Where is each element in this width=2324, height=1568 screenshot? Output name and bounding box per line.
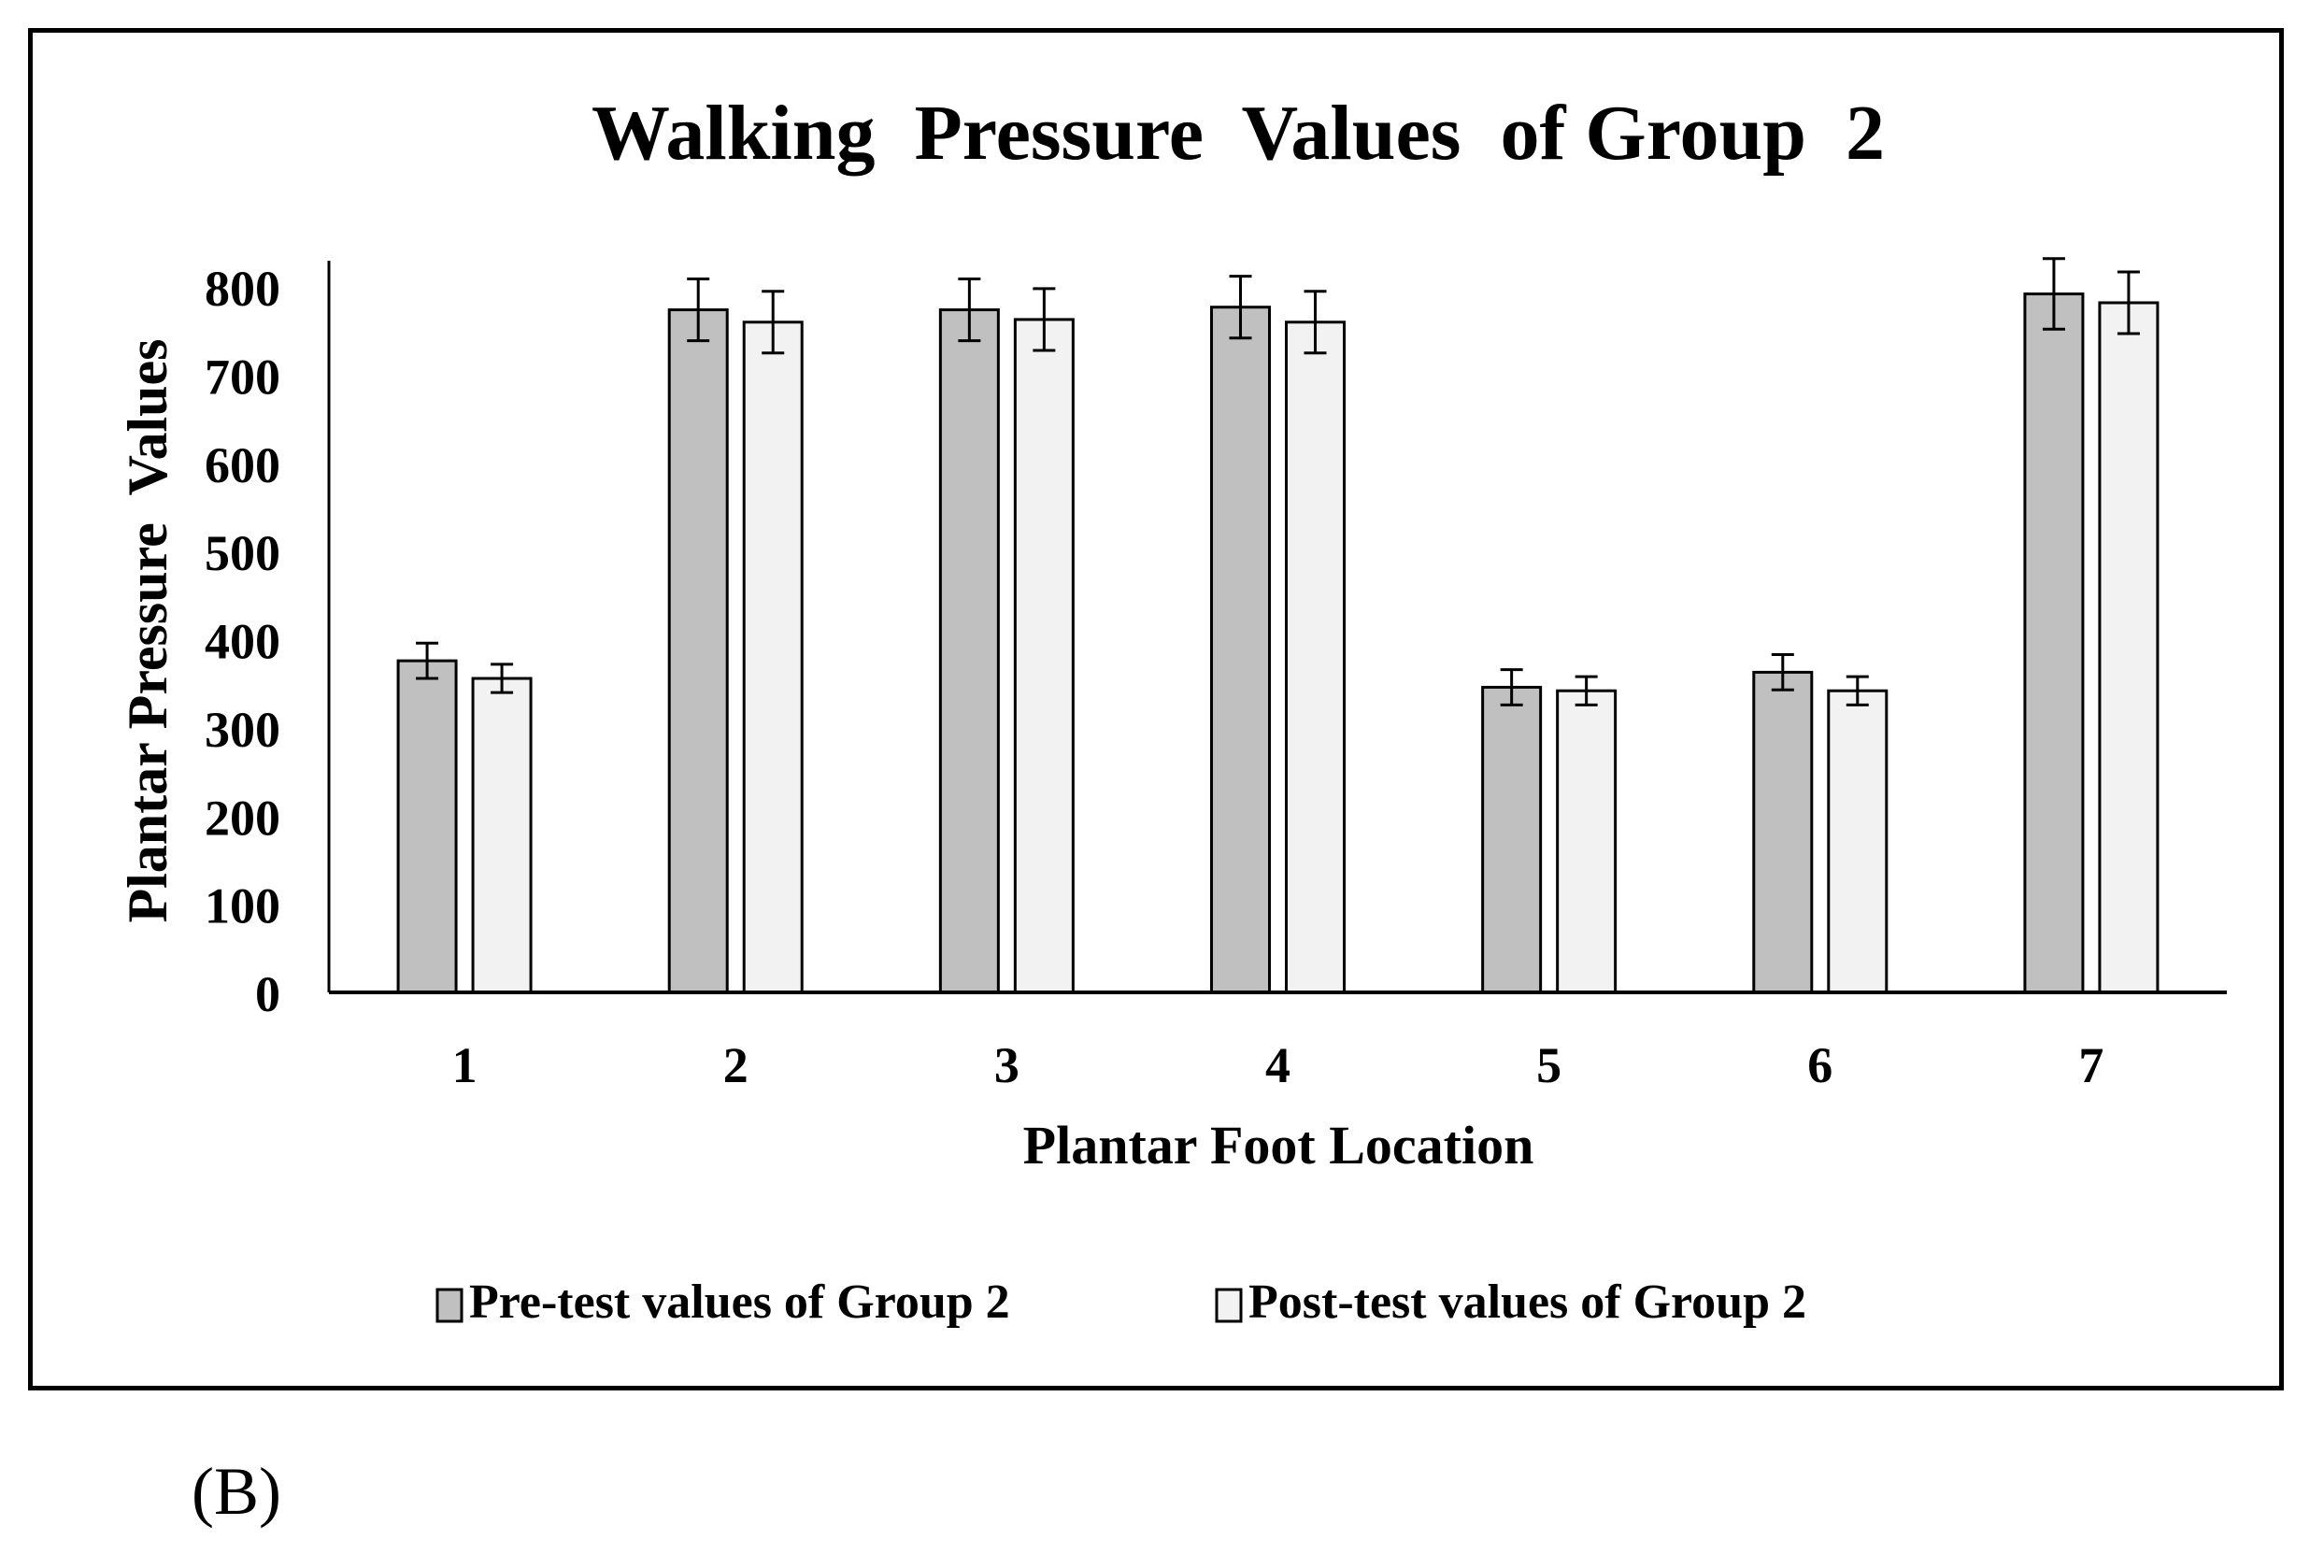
y-tick-label: 700 bbox=[205, 349, 280, 405]
bar-series-1 bbox=[1752, 670, 1814, 994]
y-tick-label: 0 bbox=[255, 966, 280, 1022]
bar-series-2 bbox=[2098, 301, 2160, 994]
bar-series-1 bbox=[1481, 685, 1543, 994]
legend-label-1: Pre-test values of Group 2 bbox=[469, 1276, 1010, 1329]
bar-series-1 bbox=[396, 659, 458, 994]
bar-series-1 bbox=[938, 308, 1000, 994]
bar-series-2 bbox=[742, 321, 804, 994]
x-tick-label: 7 bbox=[2078, 1037, 2103, 1093]
bar-series-2 bbox=[1013, 318, 1075, 994]
x-axis-label: Plantar Foot Location bbox=[1023, 1115, 1534, 1176]
x-tick-label: 1 bbox=[452, 1037, 478, 1093]
chart-title: Walking Pressure Values of Group 2 bbox=[592, 90, 1885, 177]
y-tick-label: 200 bbox=[205, 790, 280, 846]
bar-series-1 bbox=[2023, 292, 2085, 994]
x-tick-label: 5 bbox=[1536, 1037, 1561, 1093]
bar-series-2 bbox=[1285, 321, 1346, 994]
y-axis-label: Plantar Pressure Values bbox=[117, 338, 178, 922]
plot-area: 0 100 200 300 400 500 600 700 800 1 2 3 4 5 6 7 bbox=[205, 257, 2227, 1093]
x-tick-label: 4 bbox=[1265, 1037, 1290, 1093]
y-tick-label: 600 bbox=[205, 437, 280, 493]
figure-caption: (B) bbox=[192, 1454, 281, 1529]
bar-series-1 bbox=[667, 308, 729, 994]
y-tick-label: 400 bbox=[205, 614, 280, 670]
legend-swatch-1 bbox=[435, 1288, 463, 1323]
bar-series-2 bbox=[1556, 689, 1618, 994]
legend-swatch-2 bbox=[1215, 1288, 1243, 1323]
y-tick-label: 500 bbox=[205, 525, 280, 581]
y-tick-label: 300 bbox=[205, 702, 280, 758]
y-tick-label: 800 bbox=[205, 261, 280, 317]
x-tick-label: 6 bbox=[1807, 1037, 1832, 1093]
y-tick-label: 100 bbox=[205, 878, 280, 934]
bar-series-1 bbox=[1210, 306, 1271, 994]
x-tick-label: 3 bbox=[994, 1037, 1019, 1093]
legend: Pre-test values of Group 2 Post-test valu… bbox=[435, 1276, 1806, 1329]
legend-label-2: Post-test values of Group 2 bbox=[1248, 1276, 1806, 1329]
bar-series-2 bbox=[1827, 689, 1889, 994]
bar-series-2 bbox=[471, 677, 533, 994]
x-tick-label: 2 bbox=[723, 1037, 749, 1093]
